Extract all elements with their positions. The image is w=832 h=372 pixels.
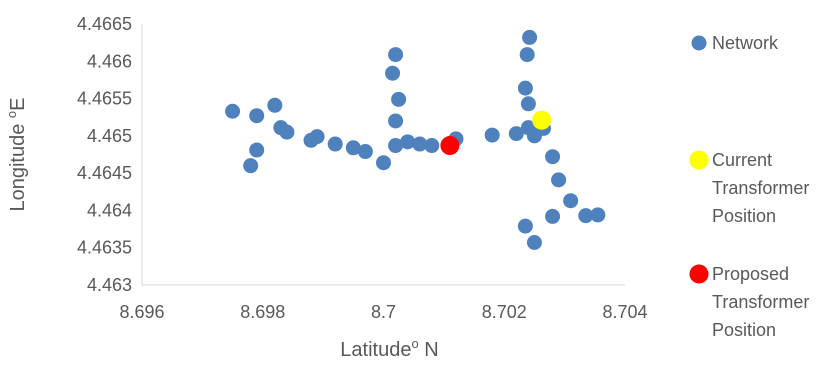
network-point [522,29,538,45]
network-point [391,91,407,107]
x-tick-labels: 8.696 8.698 8.7 8.702 8.704 [119,302,647,322]
legend-label: Transformer [712,292,809,312]
network-point [249,142,265,158]
data-points [225,29,606,250]
network-point [563,193,579,209]
network-point [508,126,524,142]
network-point [345,140,361,156]
legend-label: Position [712,206,776,226]
x-tick-label: 8.696 [119,302,164,322]
network-point [590,207,606,223]
y-tick-label: 4.464 [87,200,132,220]
network-point [267,97,283,113]
network-point [388,113,404,129]
network-point [545,208,561,224]
y-tick-label: 4.4665 [77,14,132,34]
x-axis-title: Latitudeo N [340,336,438,361]
network-point [424,138,440,154]
y-tick-label: 4.4635 [77,238,132,258]
proposed-transformer-point [440,136,460,156]
legend-label: Position [712,320,776,340]
x-tick-label: 8.704 [602,302,647,322]
y-tick-label: 4.463 [87,275,132,295]
y-tick-label: 4.4645 [77,163,132,183]
network-point [376,155,391,171]
network-point [400,134,416,150]
y-tick-label: 4.4655 [77,89,132,109]
x-tick-label: 8.7 [371,302,396,322]
network-point [484,127,500,143]
current-transformer-point [532,110,552,130]
x-axis-title-sup: o [411,336,418,351]
legend-label: Proposed [712,264,789,284]
network-point [388,138,404,154]
network-point [545,149,561,165]
network-point [243,158,259,174]
network-point [578,208,594,224]
x-axis-title-text: Latitude [340,339,411,361]
legend-marker [689,150,709,170]
legend: Network Current Transformer Position Propose… [689,33,809,340]
y-tick-label: 4.465 [87,126,132,146]
network-point [357,144,373,160]
network-point [279,124,295,140]
network-point [517,218,533,234]
plot-area [141,24,625,286]
legend-marker [689,264,709,284]
network-point [327,136,343,152]
network-point [385,65,401,81]
network-point [249,108,265,124]
network-point [551,172,567,188]
network-point [388,47,404,63]
network-point [412,136,428,152]
network-point [526,234,542,250]
y-axis-title: Longitude oE [4,98,29,212]
network-point [517,80,533,96]
y-tick-label: 4.466 [87,51,132,71]
network-point [520,96,536,112]
x-tick-label: 8.702 [482,302,527,322]
y-axis-title-text: Longitude [7,118,29,211]
legend-label: Transformer [712,178,809,198]
network-point [309,129,325,145]
y-axis-title-sup: o [4,111,19,118]
network-point [519,47,535,63]
legend-label: Network [712,33,779,53]
y-tick-labels: 4.463 4.4635 4.464 4.4645 4.465 4.4655 4.466 4.… [77,14,132,295]
legend-marker [691,35,707,51]
legend-label: Current [712,150,772,170]
x-axis-title-suffix: N [419,339,439,361]
x-tick-label: 8.698 [240,302,285,322]
network-point [225,103,241,119]
y-axis-title-suffix: E [7,98,29,111]
